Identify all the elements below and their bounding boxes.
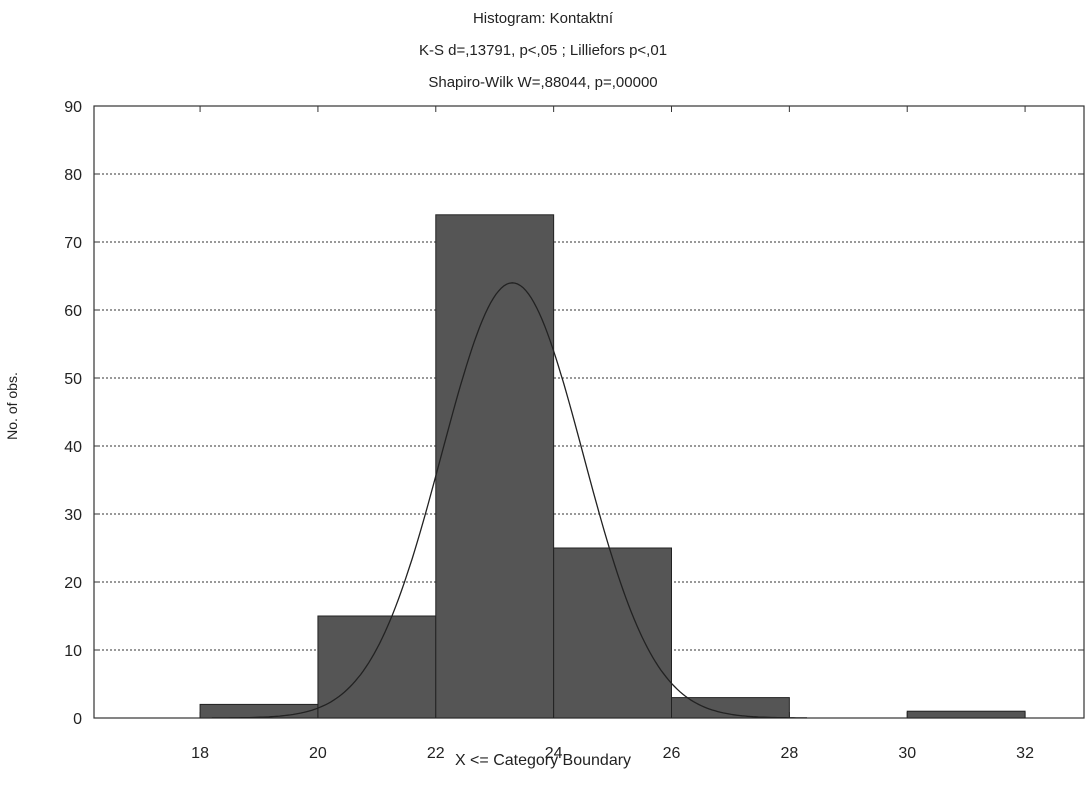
chart-subtitle-ks: K-S d=,13791, p<,05 ; Lilliefors p<,01: [418, 42, 668, 59]
chart-title: Histogram: Kontaktní: [472, 10, 614, 27]
x-tick-label: 22: [427, 745, 445, 762]
x-tick-label: 18: [191, 745, 209, 762]
x-axis-label: X <= Category Boundary: [454, 752, 632, 769]
y-tick-label: 0: [73, 711, 82, 728]
y-tick-label: 90: [64, 99, 82, 116]
y-tick-label: 80: [64, 167, 82, 184]
histogram-bar: [906, 710, 1026, 719]
normal-fit-curve: [211, 282, 807, 719]
y-tick-label: 70: [64, 235, 82, 252]
y-tick-label: 30: [64, 507, 82, 524]
x-tick-label: 28: [780, 745, 798, 762]
histogram-bar: [553, 547, 673, 719]
histogram-bar: [435, 214, 555, 719]
y-tick-label: 10: [64, 643, 82, 660]
x-tick-label: 30: [898, 745, 916, 762]
y-tick-label: 20: [64, 575, 82, 592]
chart-subtitle-sw: Shapiro-Wilk W=,88044, p=,00000: [428, 74, 658, 91]
x-tick-label: 24: [545, 745, 563, 762]
histogram-bar: [317, 615, 437, 719]
histogram-bar: [199, 703, 319, 719]
x-tick-label: 20: [309, 745, 327, 762]
y-tick-label: 40: [64, 439, 82, 456]
histogram-bar: [671, 697, 790, 719]
y-tick-label: 60: [64, 303, 82, 320]
x-tick-label: 32: [1016, 745, 1034, 762]
x-tick-label: 26: [663, 745, 681, 762]
y-tick-label: 50: [64, 371, 82, 388]
